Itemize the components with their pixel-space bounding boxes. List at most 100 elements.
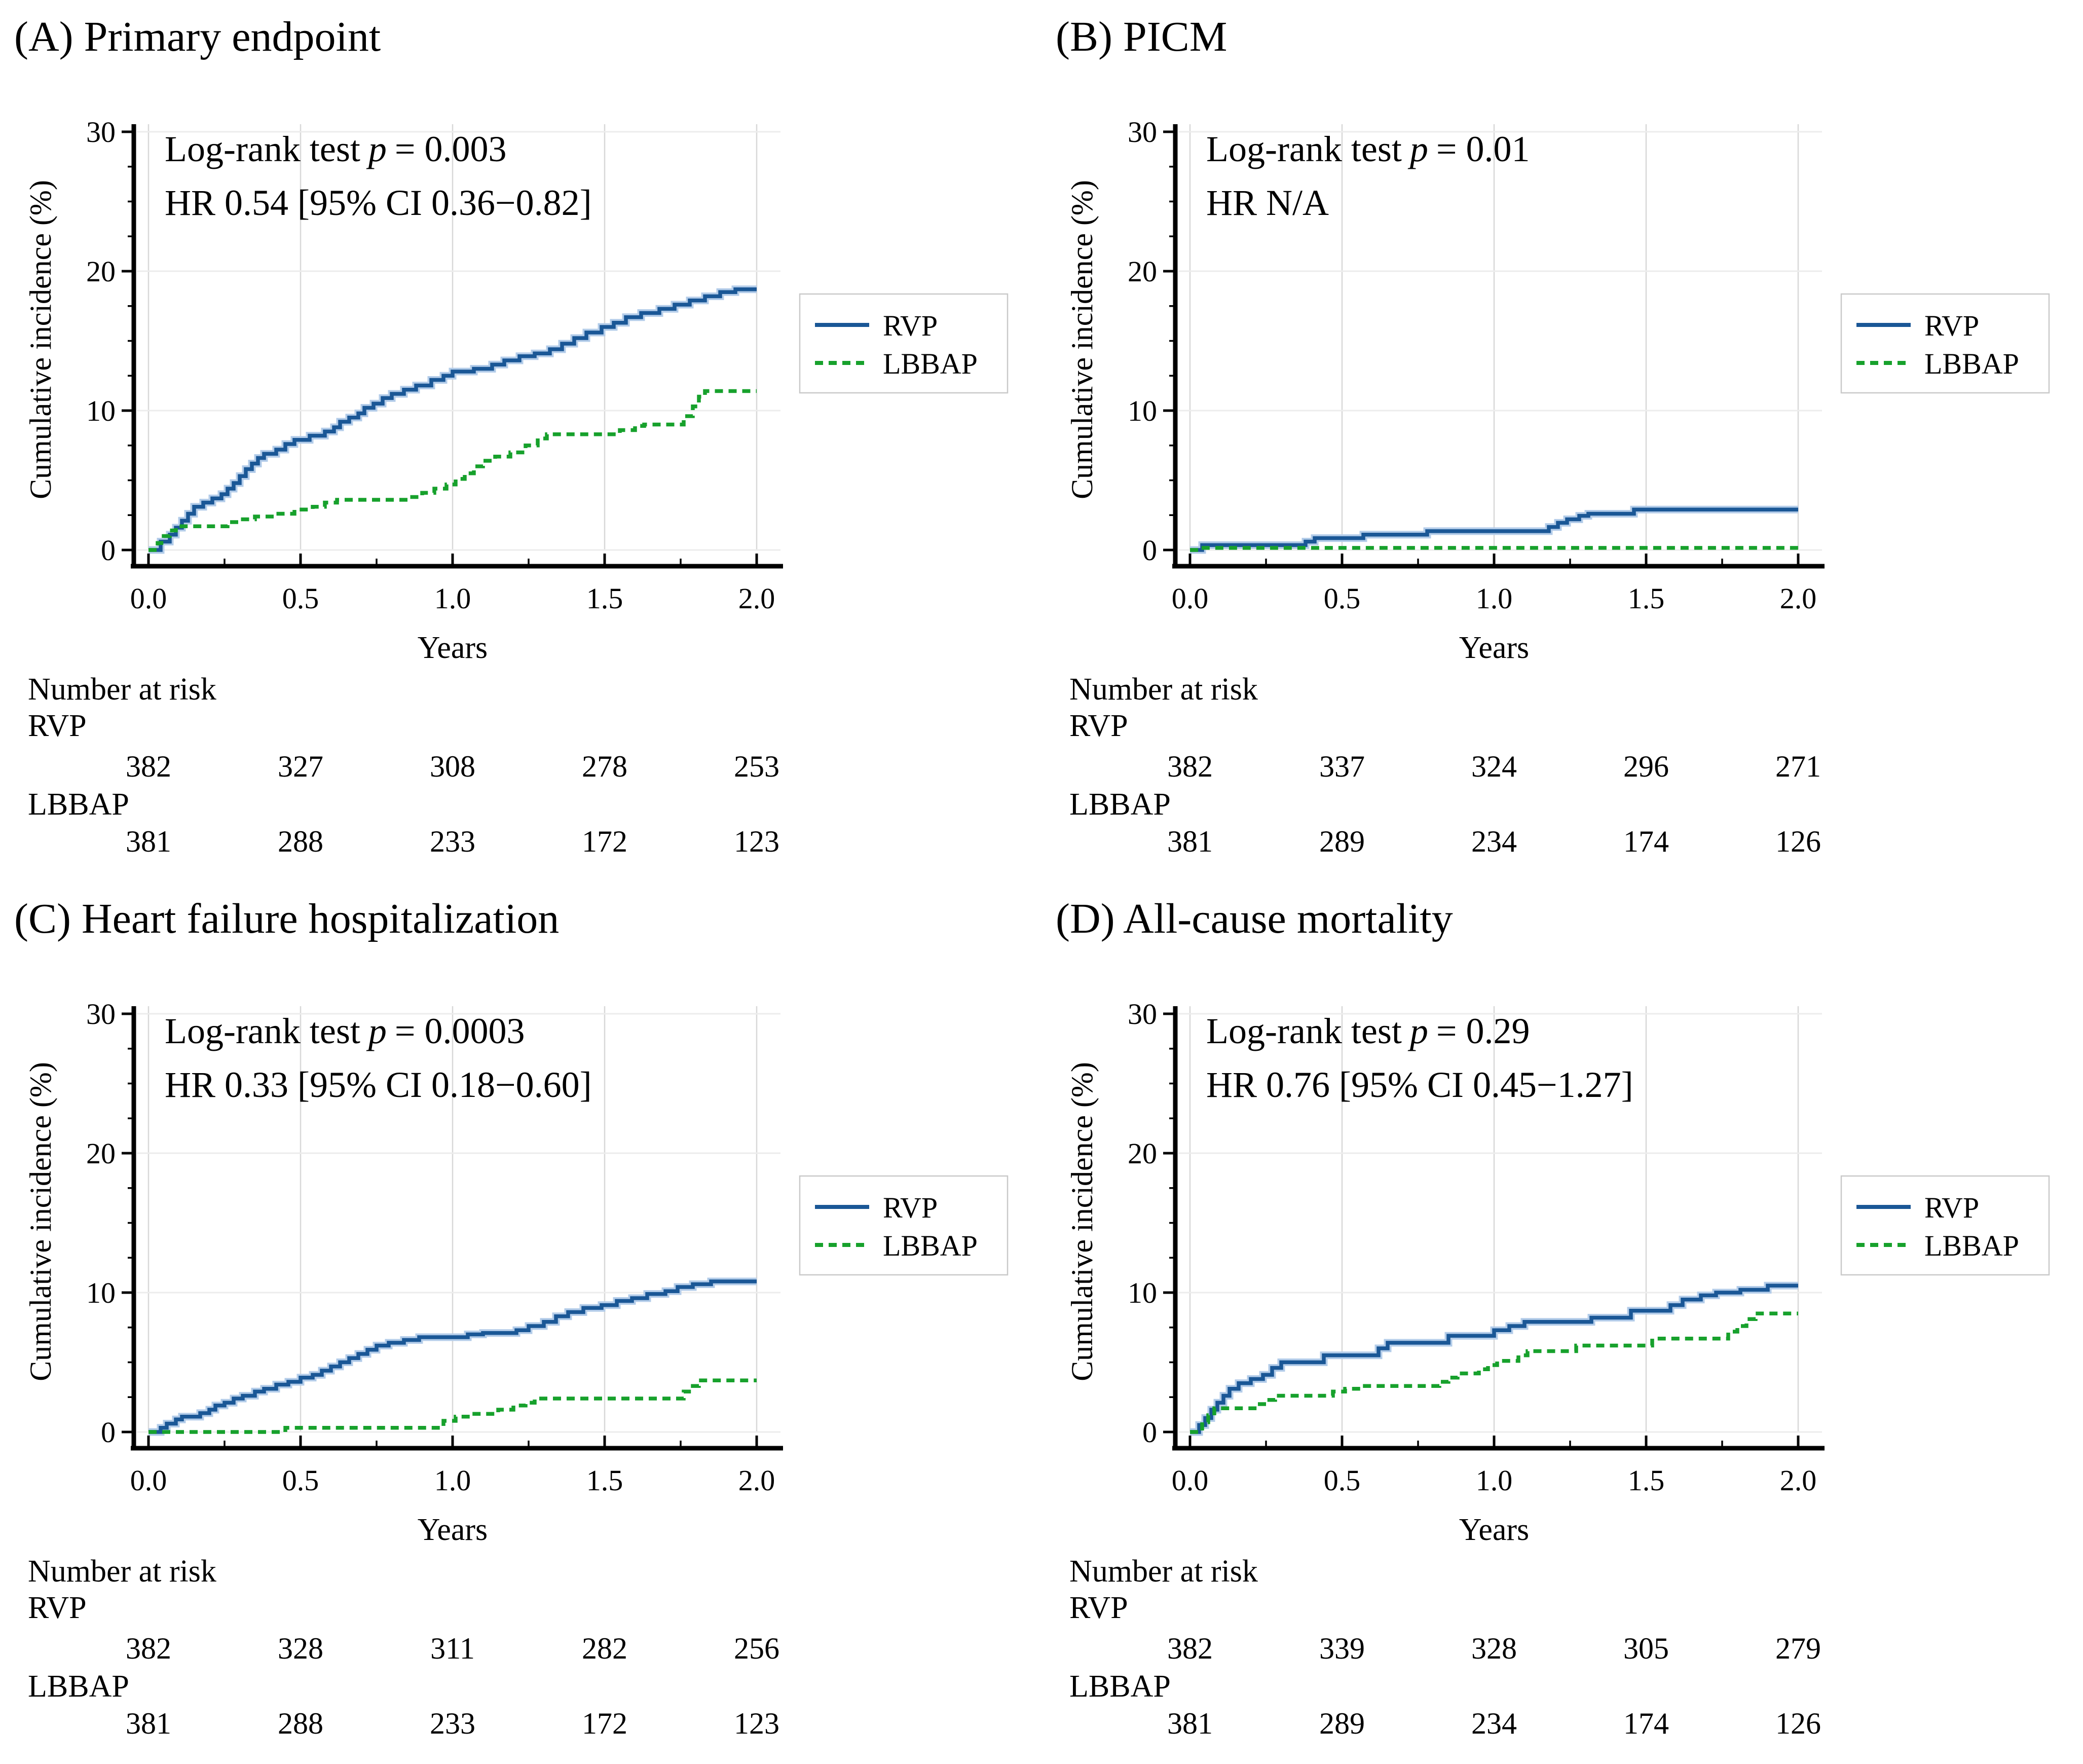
survival-curves <box>1190 1281 1798 1436</box>
x-tick-label: 1.0 <box>434 582 471 615</box>
y-tick-label: 10 <box>1128 1276 1157 1309</box>
x-tick-label: 1.0 <box>434 1464 471 1497</box>
legend: RVP LBBAP <box>1840 1175 2050 1276</box>
risk-count: 382 <box>126 750 171 783</box>
risk-count: 123 <box>734 825 779 858</box>
curve-rvp <box>148 1279 757 1434</box>
risk-count: 289 <box>1319 1707 1365 1740</box>
y-tick-label: 0 <box>1142 1416 1157 1449</box>
risk-count: 172 <box>582 1707 627 1740</box>
y-axis-label: Cumulative incidence (%) <box>1065 180 1099 499</box>
legend-lbbap-label: LBBAP <box>1924 1229 2019 1262</box>
number-at-risk-header: Number at risk <box>1069 1554 1258 1589</box>
y-tick-label: 30 <box>1128 998 1157 1031</box>
legend-box <box>1840 293 2050 394</box>
y-tick-label: 10 <box>1128 394 1157 427</box>
x-tick-label: 1.5 <box>1628 582 1665 615</box>
x-tick-label: 0.5 <box>282 1464 319 1497</box>
curve-lbbap <box>1190 1311 1798 1434</box>
risk-count: 381 <box>126 1707 171 1740</box>
risk-row-label-lbbap: LBBAP <box>1069 1669 1171 1704</box>
risk-count: 381 <box>1167 825 1213 858</box>
number-at-risk-header: Number at risk <box>28 672 216 707</box>
y-tick-label: 0 <box>101 1416 116 1449</box>
y-tick-label: 20 <box>1128 255 1157 288</box>
annotation-hr: HR N/A <box>1206 182 1329 223</box>
y-axis-label: Cumulative incidence (%) <box>24 180 57 499</box>
risk-count: 339 <box>1319 1632 1365 1665</box>
annotation-logrank: Log-rank test p = 0.29 <box>1206 1011 1530 1051</box>
curve-lbbap <box>148 1378 757 1434</box>
number-at-risk-header: Number at risk <box>1069 672 1258 707</box>
risk-count: 311 <box>430 1632 475 1665</box>
risk-count: 288 <box>278 1707 323 1740</box>
panel-b: 0 10 20 30 0.0 0.5 1.0 1.5 2.0 (B) PICM Cumulati… <box>1056 13 2050 858</box>
annotation-p-symbol: p <box>1407 1011 1428 1051</box>
legend-box <box>1840 1175 2050 1276</box>
y-tick-label: 0 <box>101 534 116 567</box>
x-axis-label: Years <box>1459 1513 1529 1547</box>
annotation-logrank-prefix: Log-rank test <box>165 1011 360 1051</box>
annotation-logrank: Log-rank test p = 0.003 <box>165 129 506 169</box>
y-axis-label: Cumulative incidence (%) <box>24 1062 57 1381</box>
x-tick-label: 0.5 <box>1324 1464 1361 1497</box>
legend: RVP LBBAP <box>799 293 1009 394</box>
gridlines <box>137 1006 780 1433</box>
risk-row-label-lbbap: LBBAP <box>28 1669 129 1704</box>
y-tick-label: 30 <box>86 998 116 1031</box>
x-tick-label: 0.0 <box>1172 1464 1209 1497</box>
annotation-logrank-prefix: Log-rank test <box>165 129 360 169</box>
y-tick-label: 20 <box>86 1137 116 1170</box>
risk-count: 327 <box>278 750 323 783</box>
x-tick-label: 1.0 <box>1476 582 1513 615</box>
axes: 0 10 20 30 0.0 0.5 1.0 1.5 2.0 <box>1128 116 1825 615</box>
risk-count: 305 <box>1623 1632 1669 1665</box>
risk-count: 271 <box>1775 750 1821 783</box>
risk-count: 381 <box>1167 1707 1213 1740</box>
gridlines <box>137 124 780 551</box>
x-tick-label: 2.0 <box>738 1464 775 1497</box>
risk-count: 382 <box>126 1632 171 1665</box>
annotation-p-value: = 0.01 <box>1436 129 1530 169</box>
risk-count: 123 <box>734 1707 779 1740</box>
x-tick-label: 2.0 <box>738 582 775 615</box>
legend: RVP LBBAP <box>799 1175 1009 1276</box>
legend: RVP LBBAP <box>1840 293 2050 394</box>
y-tick-label: 0 <box>1142 534 1157 567</box>
risk-count: 174 <box>1623 825 1669 858</box>
risk-count: 328 <box>1471 1632 1517 1665</box>
y-axis-label: Cumulative incidence (%) <box>1065 1062 1099 1381</box>
risk-count: 308 <box>430 750 475 783</box>
legend-rvp-label: RVP <box>1924 1191 1979 1224</box>
risk-count: 126 <box>1775 1707 1821 1740</box>
curve-rvp <box>1190 1283 1798 1434</box>
curve-rvp <box>1190 507 1798 552</box>
x-tick-label: 1.5 <box>586 582 623 615</box>
x-tick-label: 0.5 <box>282 582 319 615</box>
risk-row-label-lbbap: LBBAP <box>1069 787 1171 822</box>
survival-curves <box>148 1277 757 1436</box>
risk-counts: 382 337 324 296 271 381 289 234 174 126 <box>1167 750 1821 858</box>
annotation-hr: HR 0.33 [95% CI 0.18−0.60] <box>165 1064 592 1105</box>
x-axis-label: Years <box>1459 631 1529 665</box>
legend-box <box>799 1175 1009 1276</box>
x-tick-label: 0.0 <box>130 1464 167 1497</box>
risk-row-label-rvp: RVP <box>1069 1591 1128 1625</box>
legend-rvp-label: RVP <box>883 1191 938 1224</box>
risk-count: 296 <box>1623 750 1669 783</box>
risk-count: 126 <box>1775 825 1821 858</box>
y-tick-label: 30 <box>1128 116 1157 149</box>
annotation-logrank: Log-rank test p = 0.01 <box>1206 129 1530 169</box>
annotation-p-symbol: p <box>1407 129 1428 169</box>
panel-d: 0 10 20 30 0.0 0.5 1.0 1.5 2.0 (D) All-cause mor… <box>1056 895 2050 1740</box>
panel-title: (C) Heart failure hospitalization <box>14 895 559 942</box>
annotation-logrank-prefix: Log-rank test <box>1206 1011 1402 1051</box>
y-tick-label: 20 <box>1128 1137 1157 1170</box>
panel-title: (D) All-cause mortality <box>1056 895 1453 942</box>
x-tick-label: 2.0 <box>1780 582 1817 615</box>
x-axis-label: Years <box>418 631 488 665</box>
annotation-p-value: = 0.003 <box>395 129 507 169</box>
legend-lbbap-label: LBBAP <box>1924 347 2019 380</box>
gridlines <box>1178 124 1822 551</box>
